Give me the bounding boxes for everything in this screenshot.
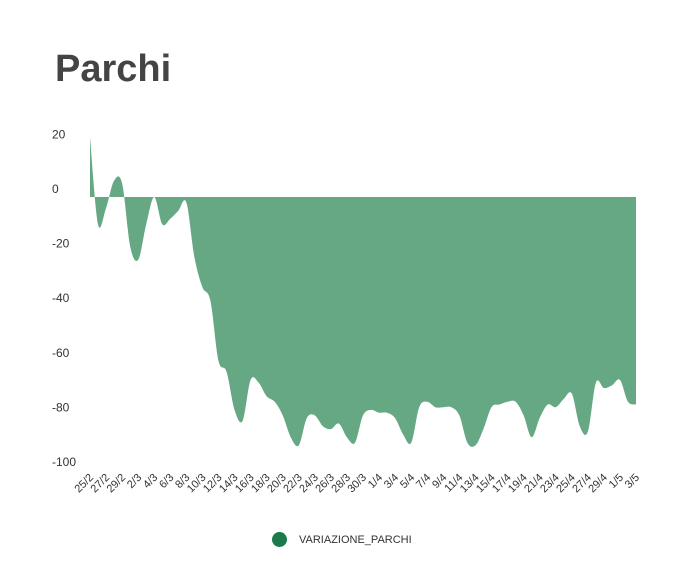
legend-marker [272,532,287,547]
y-tick-label: -40 [52,291,70,305]
chart-title: Parchi [55,48,172,90]
area-chart: 20 0 -20 -40 -60 -80 -100 25/227/229/22/34/36/… [52,127,642,496]
y-tick-label: -60 [52,346,70,360]
y-tick-label: -80 [52,400,70,414]
x-axis: 25/227/229/22/34/36/38/310/312/314/316/3… [72,472,642,496]
y-tick-label: 0 [52,182,59,196]
y-tick-label: 20 [52,127,66,141]
plot-area [90,136,636,447]
y-tick-label: -20 [52,237,70,251]
legend: VARIAZIONE_PARCHI [272,532,412,547]
legend-label: VARIAZIONE_PARCHI [299,533,412,546]
y-axis: 20 0 -20 -40 -60 -80 -100 [52,127,76,469]
series-area [90,136,636,447]
y-tick-label: -100 [52,455,76,469]
x-tick-label: 3/5 [623,472,642,491]
